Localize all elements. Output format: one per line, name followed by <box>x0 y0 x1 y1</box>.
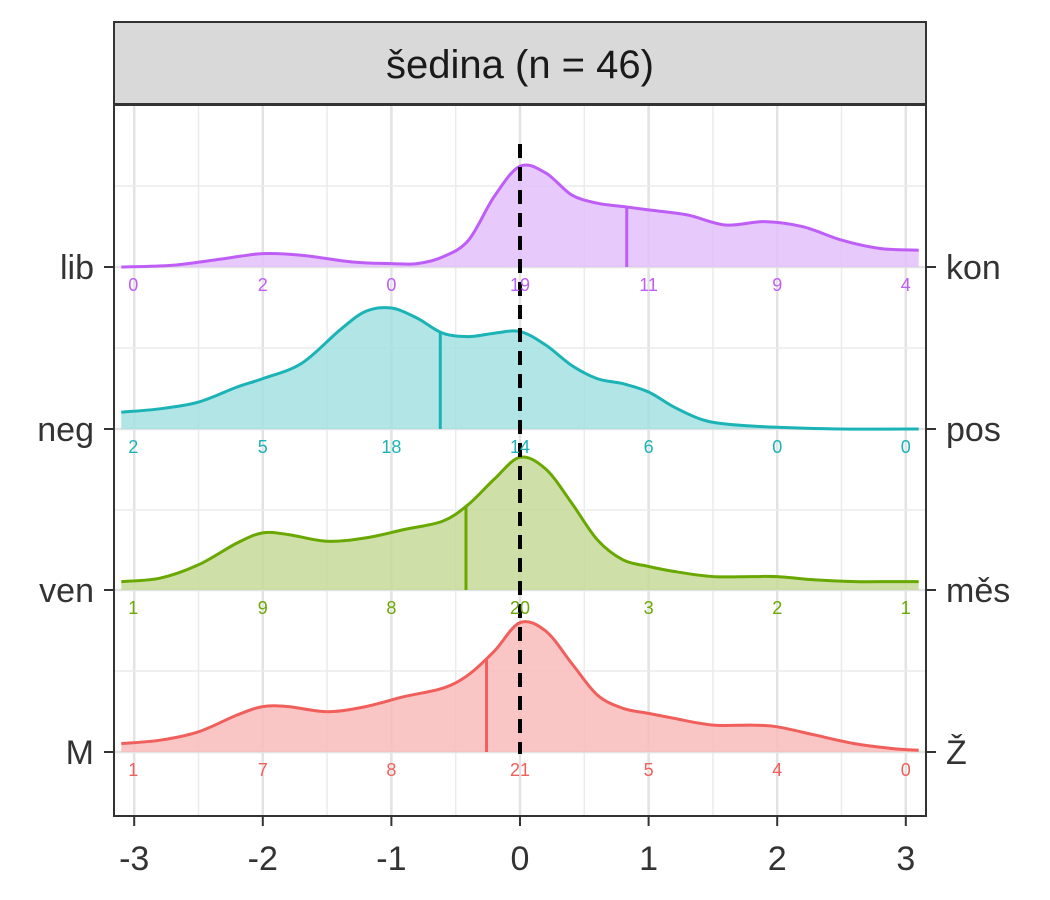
count-label: 0 <box>901 437 911 457</box>
count-label: 2 <box>128 437 138 457</box>
y-label-left: neg <box>37 411 94 449</box>
count-label: 5 <box>644 760 654 780</box>
count-label: 5 <box>258 437 268 457</box>
count-label: 0 <box>772 437 782 457</box>
panel-title: šedina (n = 46) <box>386 43 654 87</box>
y-label-right: pos <box>946 411 1001 449</box>
count-label: 2 <box>772 598 782 618</box>
density-curve <box>121 620 919 752</box>
count-labels: 1 7 8 21 5 4 01 9 8 20 3 2 12 5 18 14 6 0 00 2 0 19 11 9 4 <box>128 275 911 780</box>
count-label: 1 <box>128 760 138 780</box>
strip-background <box>113 21 927 105</box>
density-curve <box>121 306 919 431</box>
count-label: 2 <box>258 275 268 295</box>
count-label: 21 <box>510 760 530 780</box>
count-label: 6 <box>644 437 654 457</box>
count-label: 0 <box>901 760 911 780</box>
count-label: 19 <box>510 275 530 295</box>
count-label: 9 <box>258 598 268 618</box>
density-area <box>121 307 919 430</box>
count-label: 14 <box>510 437 530 457</box>
x-tick-label: 1 <box>639 840 658 878</box>
count-label: 11 <box>639 275 658 295</box>
count-label: 8 <box>386 760 396 780</box>
y-label-right: Ž <box>946 734 967 772</box>
y-label-right: měs <box>946 572 1010 610</box>
y-label-left: lib <box>60 249 94 287</box>
count-label: 0 <box>128 275 138 295</box>
count-label: 0 <box>386 275 396 295</box>
count-label: 3 <box>644 598 654 618</box>
count-label: 1 <box>128 598 138 618</box>
x-tick-label: -1 <box>376 840 406 878</box>
density-curve <box>121 455 919 584</box>
y-label-right: kon <box>946 249 1001 287</box>
count-label: 8 <box>386 598 396 618</box>
count-label: 7 <box>258 760 268 780</box>
y-label-left: ven <box>39 572 94 610</box>
count-label: 9 <box>772 275 782 295</box>
count-label: 4 <box>901 275 911 295</box>
x-tick-label: 3 <box>896 840 915 878</box>
x-tick-label: -3 <box>119 840 149 878</box>
count-label: 18 <box>381 437 401 457</box>
x-tick-label: 0 <box>511 840 530 878</box>
count-label: 4 <box>772 760 782 780</box>
ridge-neg <box>121 306 919 431</box>
y-label-left: M <box>66 734 94 772</box>
count-label: 20 <box>510 598 530 618</box>
x-tick-label: 2 <box>768 840 787 878</box>
density-curve <box>121 163 919 269</box>
count-label: 1 <box>901 598 911 618</box>
x-tick-label: -2 <box>248 840 278 878</box>
